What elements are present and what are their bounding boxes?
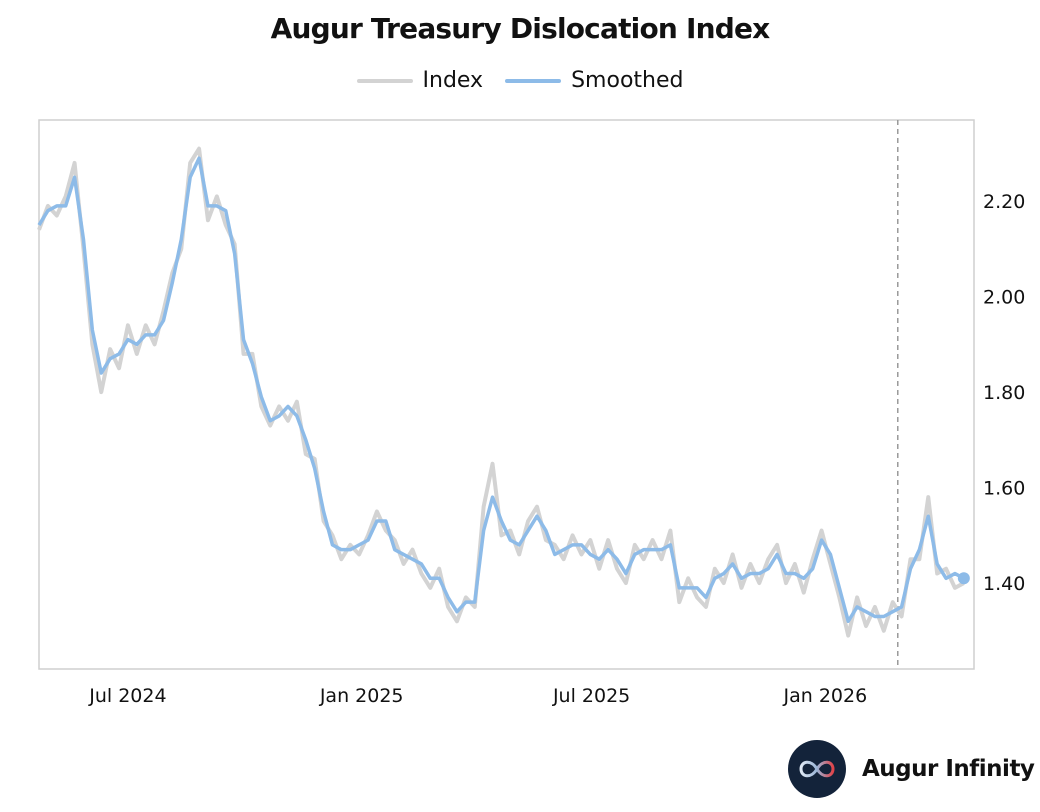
series-line-smoothed bbox=[37, 156, 965, 624]
x-tick-label: Jan 2026 bbox=[783, 685, 868, 707]
plot-frame bbox=[38, 119, 975, 670]
series-line-index bbox=[37, 146, 965, 638]
legend-item-index: Index bbox=[356, 68, 484, 93]
y-tick-label: 2.00 bbox=[983, 287, 1025, 309]
x-tick-label: Jan 2025 bbox=[319, 685, 404, 707]
legend-label-smoothed: Smoothed bbox=[571, 68, 684, 93]
legend-label-index: Index bbox=[422, 68, 484, 93]
y-tick-label: 1.80 bbox=[983, 382, 1025, 404]
brand: Augur Infinity bbox=[788, 740, 1035, 798]
y-tick-label: 1.40 bbox=[983, 573, 1025, 595]
legend-item-smoothed: Smoothed bbox=[505, 68, 683, 93]
series-endpoint-smoothed bbox=[957, 572, 970, 585]
x-tick-label: Jul 2025 bbox=[552, 685, 630, 707]
y-tick-label: 1.60 bbox=[983, 478, 1025, 500]
legend: Index Smoothed bbox=[0, 68, 1040, 93]
infinity-logo-icon bbox=[788, 740, 846, 798]
legend-swatch-smoothed bbox=[505, 78, 562, 83]
x-tick-label: Jul 2024 bbox=[88, 685, 166, 707]
y-tick-label: 2.20 bbox=[983, 191, 1025, 213]
brand-name: Augur Infinity bbox=[862, 756, 1035, 782]
chart-title: Augur Treasury Dislocation Index bbox=[270, 12, 771, 45]
legend-swatch-index bbox=[356, 78, 413, 83]
